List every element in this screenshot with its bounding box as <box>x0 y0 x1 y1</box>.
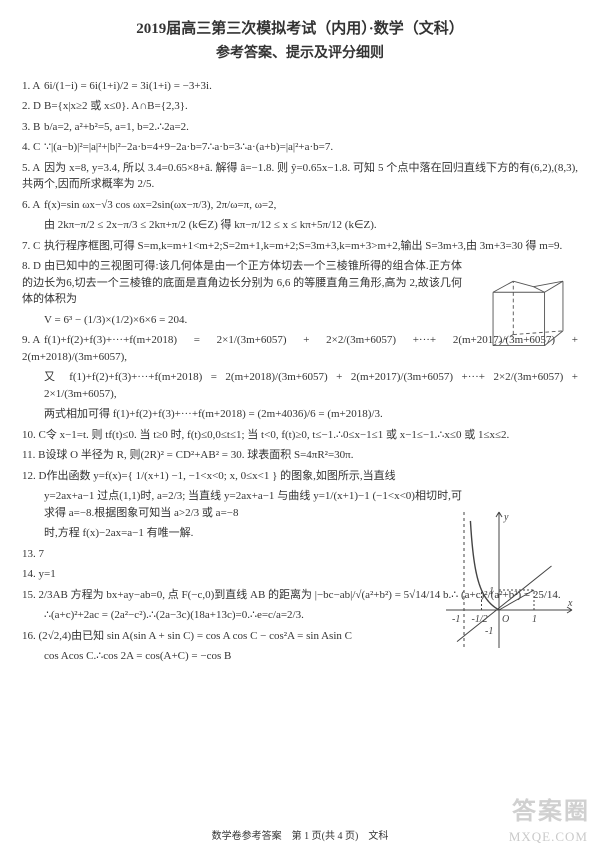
svg-text:y: y <box>503 512 509 523</box>
item-body: 由 2kπ−π/2 ≤ 2x−π/3 ≤ 2kπ+π/2 (k∈Z) 得 kπ−… <box>44 219 377 231</box>
item-body: ∵|(a−b)|²=|a|²+|b|²−2a·b=4+9−2a·b=7∴a·b=… <box>44 141 333 153</box>
item-num: 1. A <box>22 78 44 95</box>
item-body: ∴(a+c)²+2ac = (2a²−c²).∴(2a−3c)(18a+13c)… <box>44 609 304 621</box>
item-body: 执行程序框图,可得 S=m,k=m+1<m+2;S=2m+1,k=m+2;S=3… <box>44 240 562 252</box>
item-body: 由已知 sin A(sin A + sin C) = cos A cos C −… <box>71 630 352 642</box>
item-num: 12. D <box>22 468 46 485</box>
svg-text:-1: -1 <box>485 626 493 637</box>
item-body: V = 6³ − (1/3)×(1/2)×6×6 = 204. <box>44 314 187 326</box>
item-num: 3. B <box>22 119 44 136</box>
item-num: 14. y=1 <box>22 566 56 583</box>
item-body: 令 x−1=t. 则 tf(t)≤0. 当 t≥0 时, f(t)≤0,0≤t≤… <box>46 429 509 441</box>
item-body: y=2ax+a−1 过点(1,1)时, a=2/3; 当直线 y=2ax+a−1… <box>44 490 462 519</box>
svg-text:O: O <box>502 614 509 625</box>
cube-diagram <box>482 276 574 360</box>
item-body: 作出函数 y=f(x)={ 1/(x+1) −1, −1<x<0; x, 0≤x… <box>46 470 395 482</box>
item-num: 4. C <box>22 139 44 156</box>
item-num: 13. 7 <box>22 546 44 563</box>
curve-diagram: 1O-1/2-11-1xy <box>444 510 574 650</box>
item-body: 时,方程 f(x)−2ax=a−1 有唯一解. <box>44 527 193 539</box>
item-body: 设球 O 半径为 R, 则(2R)² = CD²+AB² = 30. 球表面积 … <box>45 449 353 461</box>
item-body: f(x)=sin ωx−√3 cos ωx=2sin(ωx−π/3), 2π/ω… <box>44 199 276 211</box>
item-num: 10. C <box>22 427 46 444</box>
item-body: cos Acos C.∴cos 2A = cos(A+C) = −cos B <box>44 650 231 662</box>
item-body: 由已知中的三视图可得:该几何体是由一个正方体切去一个三棱锥所得的组合体.正方体的… <box>22 260 462 305</box>
item-num: 8. D <box>22 258 44 275</box>
svg-text:1: 1 <box>532 614 537 625</box>
watermark-url: MXQE.COM <box>509 827 588 847</box>
item-body: b/a=2, a²+b²=5, a=1, b=2.∴2a=2. <box>44 121 189 133</box>
page-title-2: 参考答案、提示及评分细则 <box>22 43 578 64</box>
item-body: B={x|x≥2 或 x≤0}. A∩B={2,3}. <box>44 100 188 112</box>
item-num: 11. B <box>22 447 45 464</box>
item-num: 15. 2/3 <box>22 587 53 604</box>
svg-text:x: x <box>567 598 573 609</box>
item-num: 6. A <box>22 197 44 214</box>
item-num: 5. A <box>22 160 44 177</box>
svg-text:1: 1 <box>489 586 494 597</box>
item-num: 7. C <box>22 238 44 255</box>
item-body: 因为 x=8, y=3.4, 所以 3.4=0.65×8+â. 解得 â=−1.… <box>22 162 578 191</box>
watermark-text: 答案圈 <box>512 794 590 830</box>
item-num: 9. A <box>22 332 44 349</box>
page-title-1: 2019届高三第三次模拟考试（内用）·数学（文科） <box>22 18 578 41</box>
svg-text:-1: -1 <box>452 614 460 625</box>
item-num: 16. (2√2,4) <box>22 628 71 645</box>
item-body: 6i/(1−i) = 6i(1+i)/2 = 3i(1+i) = −3+3i. <box>44 80 212 92</box>
svg-text:-1/2: -1/2 <box>472 614 488 625</box>
item-body: 又 f(1)+f(2)+f(3)+···+f(m+2018) = 2(m+201… <box>44 371 578 400</box>
item-body: 两式相加可得 f(1)+f(2)+f(3)+···+f(m+2018) = (2… <box>44 408 383 420</box>
item-num: 2. D <box>22 98 44 115</box>
